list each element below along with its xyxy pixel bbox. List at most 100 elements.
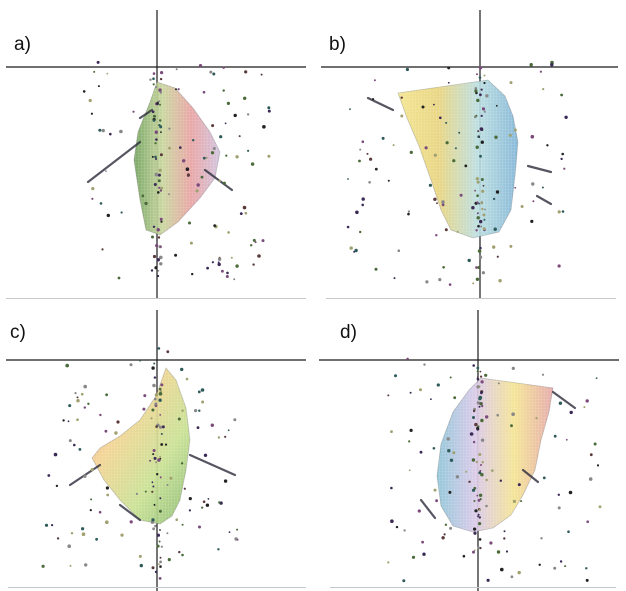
sample-point <box>218 179 221 182</box>
sample-point <box>217 436 221 439</box>
sample-point <box>202 156 206 160</box>
sample-point <box>355 210 359 215</box>
sample-point <box>585 399 589 403</box>
sample-point <box>152 449 156 452</box>
sample-point <box>158 88 162 92</box>
sample-point <box>159 189 163 192</box>
sample-point <box>62 419 65 422</box>
panel-a-plot <box>6 10 306 298</box>
sample-point <box>90 498 93 501</box>
sample-point <box>454 147 457 150</box>
sample-point <box>473 500 476 502</box>
sample-point <box>480 375 483 378</box>
sample-point <box>227 429 230 432</box>
sample-point <box>430 398 432 401</box>
sample-point <box>155 425 158 428</box>
sample-point <box>154 402 158 406</box>
sample-point <box>158 168 162 172</box>
sample-point <box>472 282 475 285</box>
sample-point <box>478 76 482 79</box>
sample-point <box>530 219 534 223</box>
sample-point <box>449 376 452 379</box>
sample-point <box>157 173 161 177</box>
sample-point <box>156 473 159 476</box>
sample-point <box>467 258 471 263</box>
point-streak <box>535 194 553 206</box>
sample-point <box>246 113 250 116</box>
sample-point <box>481 271 485 275</box>
sample-point <box>74 392 77 395</box>
sample-point <box>228 531 231 533</box>
sample-point <box>151 408 155 412</box>
sample-point <box>224 122 227 125</box>
sample-point <box>475 277 480 281</box>
panel-c-plot <box>6 310 306 591</box>
sample-point <box>98 510 102 514</box>
sample-point <box>517 570 521 575</box>
sample-point <box>179 146 182 149</box>
sample-point <box>510 575 514 579</box>
sample-point <box>447 66 451 70</box>
sample-point <box>511 366 515 370</box>
sample-point <box>476 366 480 370</box>
sample-point <box>374 167 378 171</box>
sample-point <box>191 272 194 276</box>
sample-point <box>152 119 156 122</box>
sample-point <box>158 392 163 396</box>
sample-point <box>361 197 365 201</box>
sample-point <box>81 532 86 536</box>
sample-point <box>267 109 271 113</box>
sample-point <box>453 396 457 400</box>
sample-point <box>181 523 184 526</box>
sample-point <box>546 144 549 147</box>
sample-point <box>400 96 403 99</box>
sample-point <box>227 231 230 234</box>
sample-point <box>472 364 475 367</box>
sample-point <box>82 90 86 93</box>
sample-point <box>250 162 255 166</box>
sample-point <box>449 526 453 530</box>
sample-point <box>201 400 205 404</box>
sample-point <box>156 258 160 262</box>
sample-point <box>91 187 95 191</box>
sample-point <box>433 103 435 106</box>
sample-point <box>476 370 479 373</box>
sample-point <box>152 77 155 80</box>
sample-point <box>203 453 208 457</box>
sample-point <box>400 114 404 118</box>
sample-point <box>476 376 479 378</box>
sample-point <box>473 531 477 535</box>
sample-point <box>235 264 239 268</box>
sample-point <box>152 72 156 75</box>
sample-point <box>222 181 226 185</box>
sample-point <box>511 412 515 416</box>
sample-point <box>553 434 557 438</box>
sample-point <box>433 153 437 157</box>
sample-point <box>517 483 521 487</box>
sample-point <box>476 377 480 381</box>
sample-point <box>182 159 186 163</box>
sample-point <box>196 426 200 429</box>
sample-point <box>475 460 478 464</box>
sample-point <box>177 88 180 91</box>
sample-point <box>423 363 426 366</box>
panel-d-label: d) <box>340 322 357 343</box>
sample-point <box>535 417 538 420</box>
sample-point <box>478 66 483 70</box>
sample-point <box>565 438 568 441</box>
sample-point <box>181 553 184 557</box>
sample-point <box>403 529 406 532</box>
sample-point <box>129 520 133 524</box>
gamut-hull-mesh <box>398 80 518 238</box>
sample-point <box>233 418 237 422</box>
sample-point <box>445 141 449 145</box>
sample-point <box>472 440 476 444</box>
sample-point <box>154 570 158 574</box>
sample-point <box>104 429 108 433</box>
sample-point <box>479 127 484 131</box>
sample-point <box>159 560 163 564</box>
sample-point <box>210 151 215 155</box>
panel-b-plot <box>321 10 618 298</box>
sample-point <box>157 269 160 272</box>
sample-point <box>464 164 468 168</box>
